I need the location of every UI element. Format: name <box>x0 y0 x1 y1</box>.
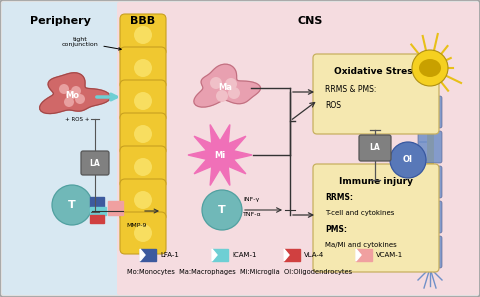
Circle shape <box>59 84 69 94</box>
Circle shape <box>134 26 152 44</box>
Text: Ol: Ol <box>403 156 413 165</box>
Circle shape <box>210 77 222 89</box>
FancyBboxPatch shape <box>313 54 439 134</box>
Circle shape <box>134 158 152 176</box>
Text: Ma/Mi and cytokines: Ma/Mi and cytokines <box>325 242 397 248</box>
Text: PMS:: PMS: <box>325 225 347 235</box>
Text: RRMS & PMS:: RRMS & PMS: <box>325 86 376 94</box>
FancyBboxPatch shape <box>120 113 166 155</box>
Text: TNF-α: TNF-α <box>243 212 261 217</box>
Circle shape <box>134 59 152 77</box>
Text: MMP-9: MMP-9 <box>127 223 147 228</box>
Text: Ma: Ma <box>218 83 232 92</box>
Text: Oxidative Stress: Oxidative Stress <box>334 67 418 77</box>
Circle shape <box>64 97 74 107</box>
FancyBboxPatch shape <box>418 96 442 128</box>
Text: Mo:Monocytes  Ma:Macrophages  Mi:Microglia  Ol:Oligodendrocytes: Mo:Monocytes Ma:Macrophages Mi:Microglia… <box>127 269 353 275</box>
FancyBboxPatch shape <box>120 146 166 188</box>
FancyBboxPatch shape <box>117 2 479 295</box>
Text: ICAM-1: ICAM-1 <box>232 252 256 258</box>
Circle shape <box>134 92 152 110</box>
Text: + ROS +: + ROS + <box>65 117 89 122</box>
Text: tight
conjunction: tight conjunction <box>61 37 121 50</box>
Circle shape <box>390 142 426 178</box>
Circle shape <box>225 78 237 90</box>
Circle shape <box>134 191 152 209</box>
Text: BBB: BBB <box>131 16 156 26</box>
Circle shape <box>71 86 81 96</box>
FancyBboxPatch shape <box>313 164 439 272</box>
Polygon shape <box>356 249 361 261</box>
Text: VLA-4: VLA-4 <box>304 252 324 258</box>
FancyBboxPatch shape <box>418 201 442 233</box>
FancyBboxPatch shape <box>120 212 166 254</box>
Polygon shape <box>194 64 261 107</box>
Text: Immune injury: Immune injury <box>339 178 413 187</box>
Text: ROS: ROS <box>325 102 341 110</box>
FancyBboxPatch shape <box>418 131 442 163</box>
FancyBboxPatch shape <box>359 135 391 161</box>
FancyBboxPatch shape <box>418 236 442 268</box>
Polygon shape <box>188 124 252 185</box>
Polygon shape <box>140 249 156 261</box>
Circle shape <box>134 125 152 143</box>
Polygon shape <box>212 249 228 261</box>
Polygon shape <box>284 249 289 261</box>
Circle shape <box>228 87 240 99</box>
FancyBboxPatch shape <box>120 14 166 56</box>
Text: LA: LA <box>370 143 380 152</box>
Circle shape <box>134 224 152 242</box>
FancyBboxPatch shape <box>120 47 166 89</box>
Circle shape <box>52 185 92 225</box>
Text: LA: LA <box>90 159 100 168</box>
Text: T: T <box>68 200 76 210</box>
Text: Periphery: Periphery <box>30 16 90 26</box>
Circle shape <box>66 90 76 100</box>
Polygon shape <box>140 249 145 261</box>
Circle shape <box>216 90 228 102</box>
FancyBboxPatch shape <box>120 179 166 221</box>
Polygon shape <box>90 215 104 223</box>
Text: Mo: Mo <box>65 91 79 99</box>
FancyBboxPatch shape <box>120 80 166 122</box>
Polygon shape <box>284 249 300 261</box>
Text: CNS: CNS <box>297 16 323 26</box>
Polygon shape <box>108 201 123 215</box>
Circle shape <box>412 50 448 86</box>
Text: Mi: Mi <box>215 151 226 159</box>
Ellipse shape <box>419 59 441 77</box>
Text: T-cell and cytokines: T-cell and cytokines <box>325 210 395 216</box>
FancyBboxPatch shape <box>81 151 109 175</box>
Polygon shape <box>90 197 104 207</box>
Circle shape <box>202 190 242 230</box>
Polygon shape <box>90 207 106 215</box>
Circle shape <box>75 94 85 104</box>
Polygon shape <box>212 249 217 261</box>
Polygon shape <box>356 249 372 261</box>
Text: RRMS:: RRMS: <box>325 194 353 203</box>
Text: T: T <box>218 205 226 215</box>
FancyBboxPatch shape <box>418 166 442 198</box>
Text: LFA-1: LFA-1 <box>160 252 179 258</box>
Polygon shape <box>40 73 110 113</box>
Text: VCAM-1: VCAM-1 <box>376 252 403 258</box>
FancyBboxPatch shape <box>2 2 121 295</box>
Text: INF-γ: INF-γ <box>244 197 260 202</box>
